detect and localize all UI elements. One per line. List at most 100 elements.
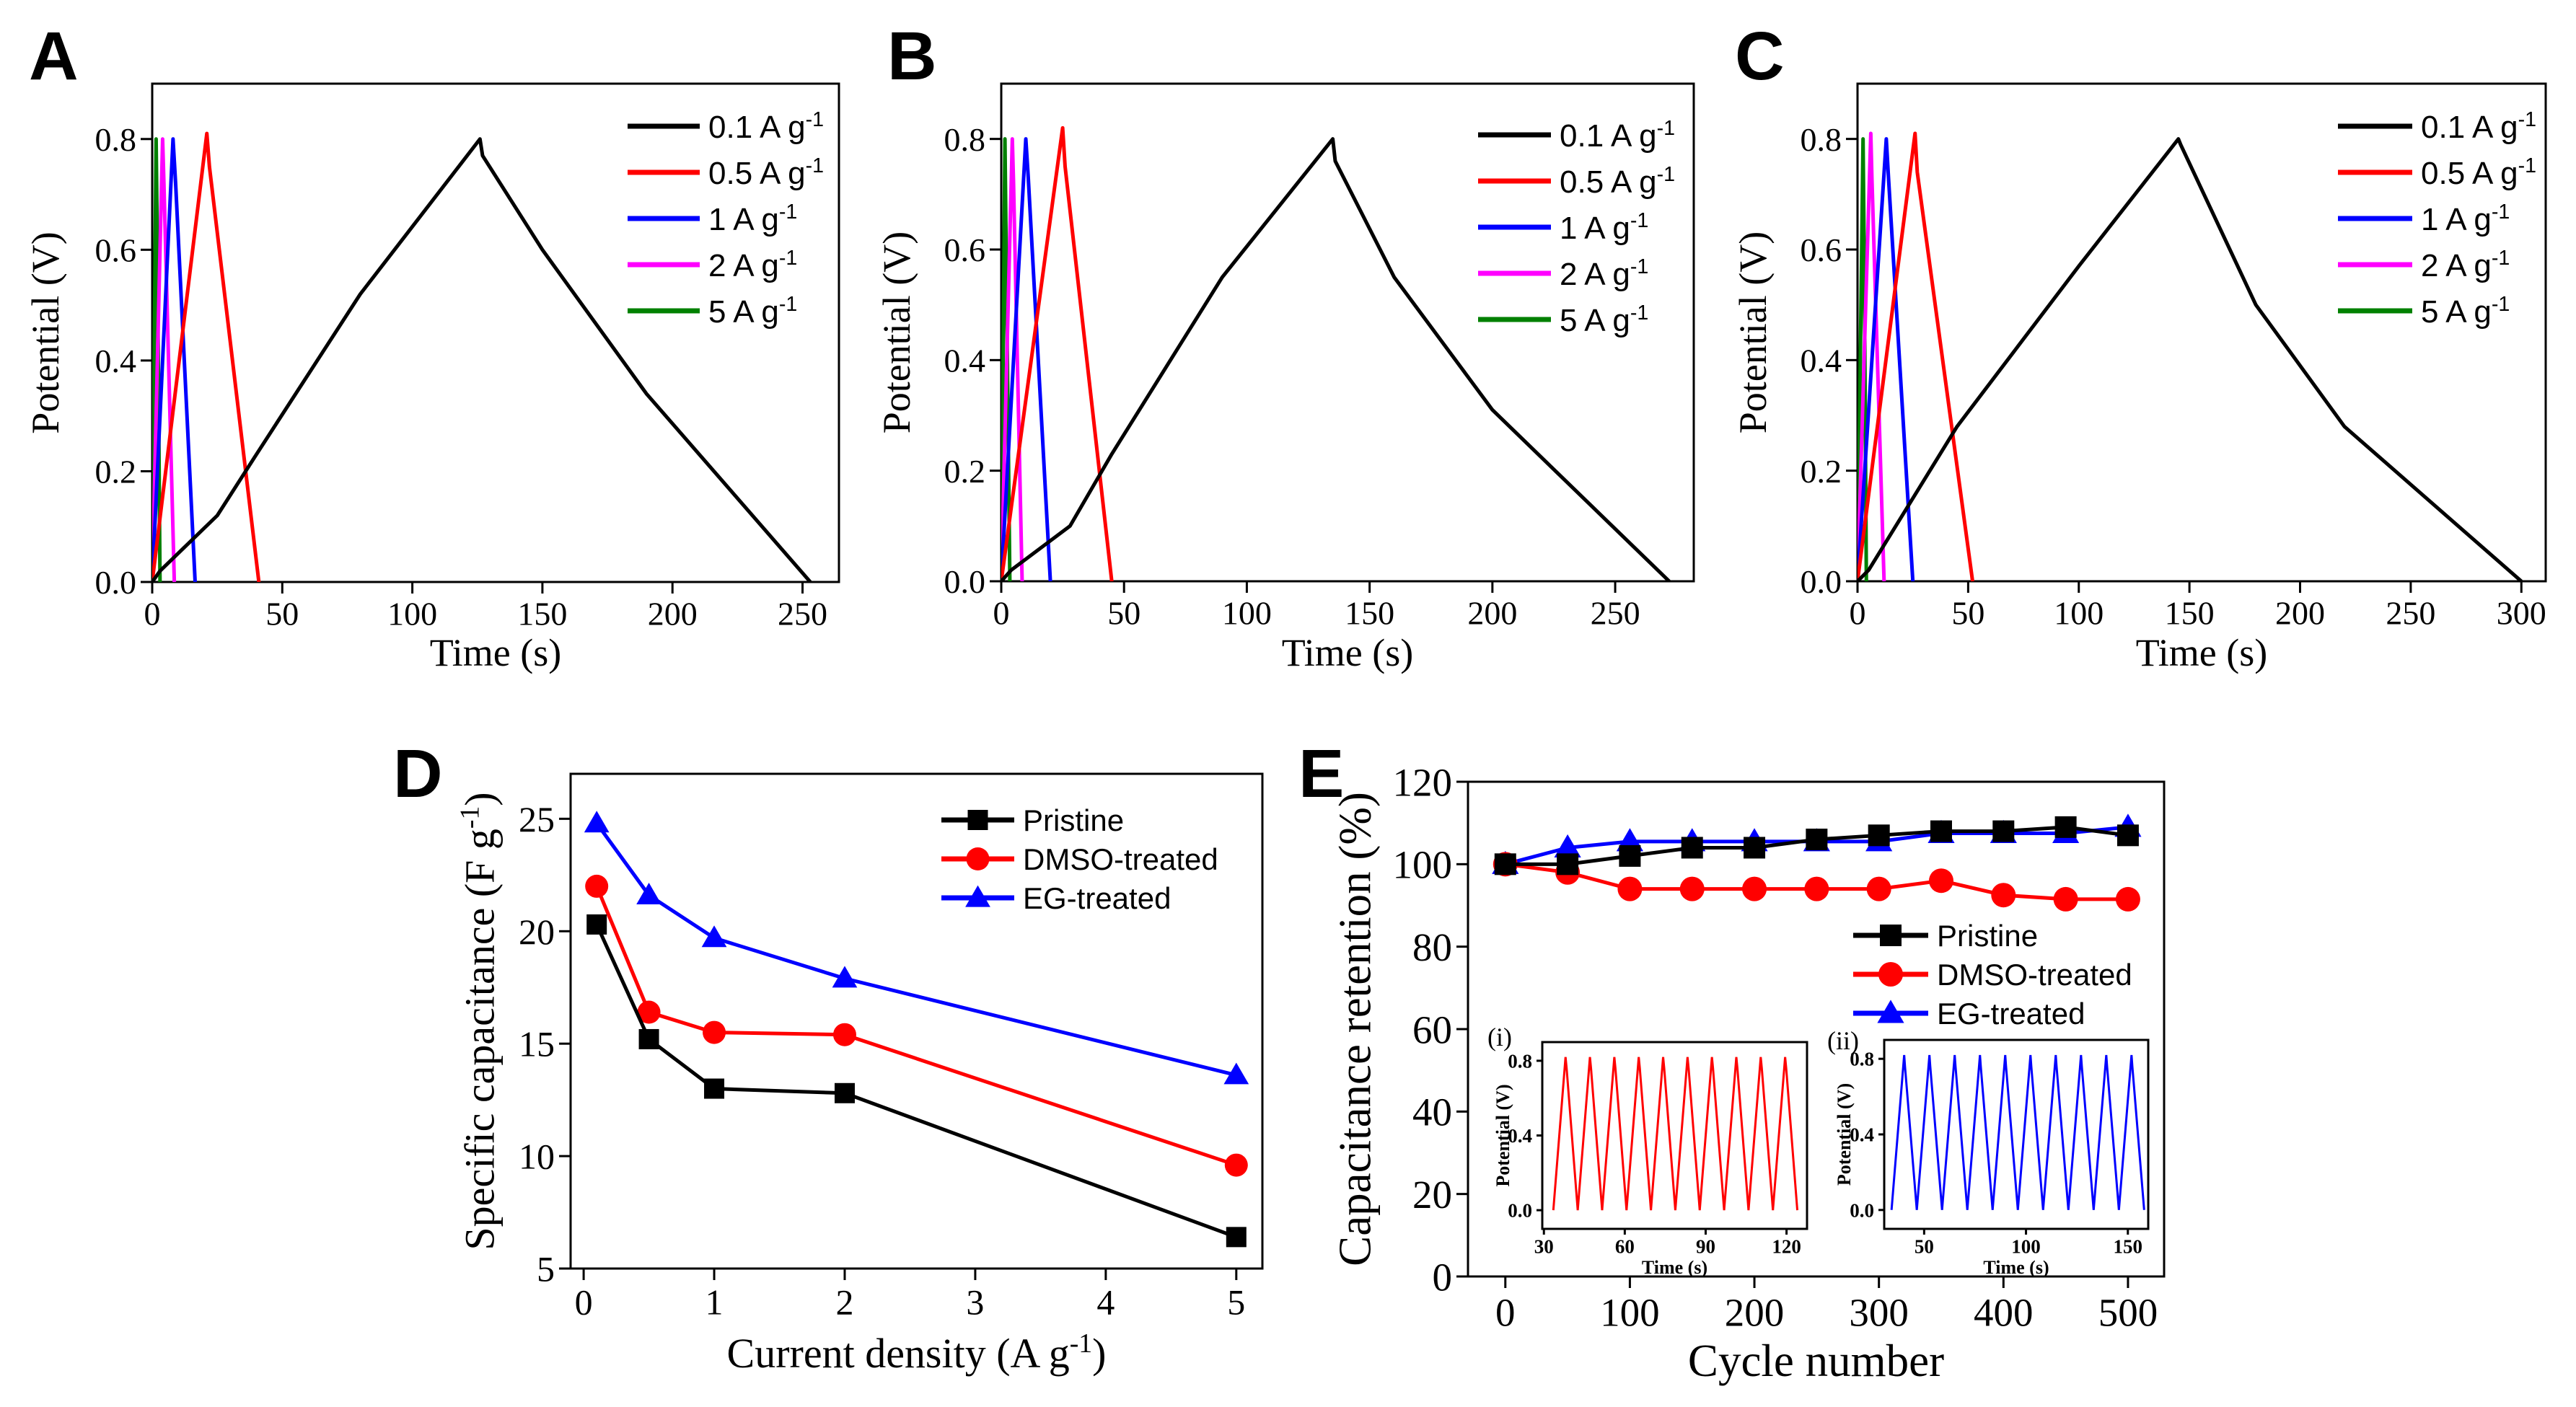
- data-point-circle: [1804, 876, 1829, 901]
- panel-a: A 0 50 100 150 200 250 0.0 0.2 0.4 0.6 0.8 Time (s) P…: [24, 18, 840, 674]
- y-tick-label: 0.8: [1508, 1050, 1532, 1072]
- legend-label: 0.5 A g-1: [1560, 163, 1675, 200]
- x-tick-label: 200: [1725, 1290, 1785, 1334]
- plot-frame: [569, 772, 1264, 1270]
- data-point-square: [586, 914, 607, 935]
- x-tick-label: 120: [1772, 1236, 1801, 1258]
- data-point-circle: [1617, 876, 1643, 901]
- data-point-circle: [2053, 886, 2078, 912]
- legend-item: Pristine: [1853, 919, 2038, 953]
- panel-label: C: [1735, 18, 1785, 94]
- y-tick-label: 0.6: [1801, 231, 1842, 268]
- legend-label: Pristine: [1023, 803, 1124, 837]
- series-0-5-a-g-1: [1001, 125, 1114, 581]
- plot-frame: [1000, 82, 1695, 583]
- series-line: [152, 137, 812, 582]
- legend: Pristine DMSO-treated EG-treated: [1853, 919, 2132, 1031]
- series-line: [152, 131, 261, 582]
- y-tick-label: 15: [519, 1024, 555, 1064]
- plot-area: [1001, 125, 1671, 581]
- data-point-circle: [1866, 876, 1891, 901]
- plot-area: [584, 811, 1249, 1248]
- legend-item: 5 A g-1: [2338, 293, 2510, 330]
- x-tick-label: 100: [2011, 1236, 2041, 1258]
- legend-label: 0.1 A g-1: [2421, 108, 2536, 145]
- x-tick-label: 0: [1495, 1290, 1516, 1334]
- series-dmso-treated: [585, 874, 1248, 1177]
- x-axis-label: Time (s): [1282, 631, 1414, 674]
- data-point-circle: [585, 874, 609, 898]
- data-point-square: [1226, 1227, 1247, 1248]
- series-0-1-a-g-1: [1858, 137, 2523, 581]
- panel-label: B: [887, 18, 937, 94]
- legend-item: 1 A g-1: [628, 200, 797, 237]
- series-1-a-g-1: [1001, 137, 1052, 581]
- x-tick-label: 200: [2275, 595, 2325, 632]
- y-axis-label: Specific capacitance (F g-1): [455, 792, 504, 1250]
- series-line: [1001, 125, 1114, 581]
- y-tick-label: 10: [519, 1137, 555, 1177]
- series-line: [152, 137, 177, 582]
- x-tick-label: 250: [2386, 595, 2435, 632]
- series-0-5-a-g-1: [1858, 131, 1974, 581]
- x-axis-label: Cycle number: [1688, 1336, 1944, 1386]
- panel-d: D 0 1 2 3 4 5 5 10 15 20 25 Current density (A g-1) S…: [393, 736, 1264, 1377]
- x-tick-label: 0: [144, 596, 161, 632]
- y-tick-label: 80: [1412, 925, 1452, 969]
- y-tick-label: 0.0: [1508, 1200, 1532, 1222]
- data-point-square: [1806, 829, 1828, 851]
- x-tick-label: 250: [778, 596, 827, 632]
- x-tick-label: 50: [1107, 595, 1140, 632]
- y-tick-label: 0.0: [1850, 1199, 1874, 1221]
- legend-label: EG-treated: [1937, 997, 2085, 1031]
- y-tick-label: 20: [1412, 1173, 1452, 1217]
- y-tick-label: 0.0: [944, 563, 986, 600]
- y-tick-label: 0: [1433, 1255, 1453, 1299]
- inset-label: (ii): [1827, 1026, 1859, 1055]
- y-tick-label: 0.6: [944, 231, 986, 268]
- legend-item: DMSO-treated: [941, 842, 1218, 876]
- series-line: [594, 885, 1237, 1167]
- legend: 0.1 A g-1 0.5 A g-1 1 A g-1 2 A g-1 5 A g-1: [2338, 108, 2536, 330]
- legend-item: 0.1 A g-1: [2338, 108, 2536, 145]
- legend-label: 5 A g-1: [2421, 293, 2510, 330]
- series-line: [1001, 137, 1052, 581]
- series-line: [1858, 131, 1974, 581]
- x-tick-label: 100: [1600, 1290, 1660, 1334]
- series-0-5-a-g-1: [152, 131, 261, 582]
- inset-series-line: [1552, 1057, 1799, 1211]
- series-1-a-g-1: [1858, 137, 1915, 581]
- legend-label: 0.1 A g-1: [708, 108, 824, 145]
- x-tick-label: 150: [2114, 1236, 2143, 1258]
- y-axis-label: Potential (V): [24, 231, 67, 433]
- y-tick-label: 0.8: [1850, 1049, 1874, 1070]
- series-2-a-g-1: [1001, 137, 1024, 581]
- inset-1: 30 60 90 120 0.0 0.4 0.8 Time (s) Potential (V) (…: [1487, 1023, 1808, 1278]
- data-point-square: [2116, 824, 2139, 847]
- data-point-circle: [1928, 868, 1953, 894]
- data-point-circle: [1991, 883, 2016, 908]
- series-line: [1858, 137, 1915, 581]
- x-tick-label: 200: [1467, 595, 1517, 632]
- inset-y-axis-label: Potential (V): [1834, 1083, 1855, 1186]
- panel-label: E: [1298, 736, 1344, 812]
- data-point-circle: [1679, 876, 1705, 901]
- data-point-square: [1494, 853, 1516, 875]
- data-point-triangle: [832, 966, 858, 988]
- data-point-triangle: [584, 811, 610, 833]
- x-axis-label: Current density (A g-1): [727, 1328, 1107, 1377]
- legend-item: Pristine: [941, 803, 1124, 837]
- plot-area: [1492, 813, 2142, 912]
- panel-b: B 0 50 100 150 200 250 0.0 0.2 0.4 0.6 0.8 Time (s) P…: [875, 18, 1695, 674]
- y-tick-label: 120: [1393, 760, 1453, 804]
- legend-label: EG-treated: [1023, 881, 1171, 915]
- legend-label: 0.1 A g-1: [1560, 117, 1675, 154]
- legend-marker-triangle: [1877, 1000, 1904, 1023]
- y-tick-label: 60: [1412, 1007, 1452, 1051]
- series-eg-treated: [584, 811, 1249, 1085]
- x-tick-label: 1: [705, 1282, 724, 1323]
- inset-label: (i): [1487, 1023, 1512, 1051]
- x-tick-label: 300: [2497, 595, 2546, 632]
- x-tick-label: 100: [1222, 595, 1272, 632]
